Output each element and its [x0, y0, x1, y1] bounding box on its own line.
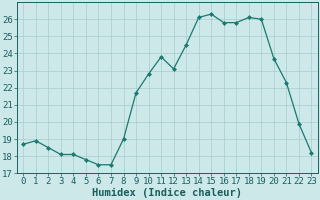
X-axis label: Humidex (Indice chaleur): Humidex (Indice chaleur) [92, 188, 242, 198]
